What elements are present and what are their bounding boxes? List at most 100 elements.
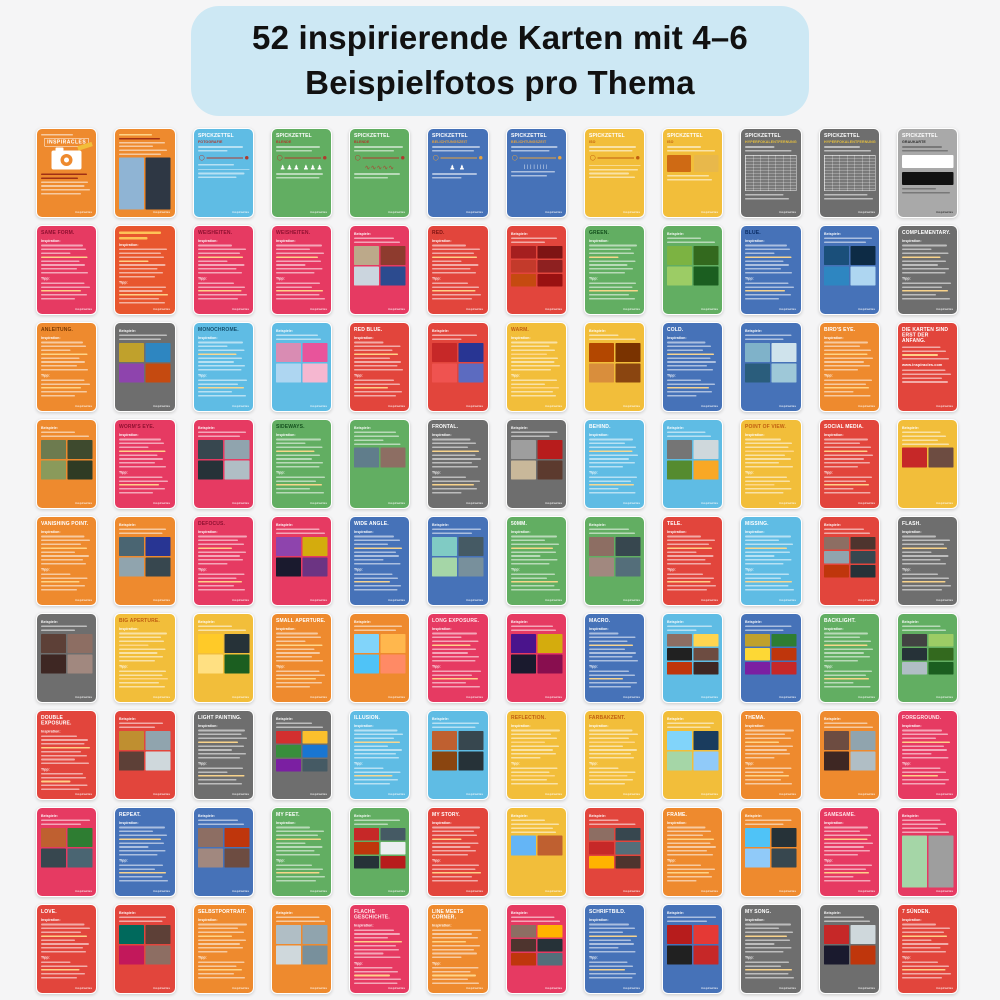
cover-card-1: INSPIRACLES inspiracles	[36, 128, 98, 218]
photo-tile	[510, 439, 536, 459]
text-line	[41, 349, 71, 352]
text-line	[745, 927, 780, 930]
photo-tile	[823, 564, 849, 578]
text-line	[823, 484, 869, 486]
photos-card-81: Beispiele: inspiracles	[662, 710, 724, 800]
section-label-beispiele: Beispiele:	[119, 910, 137, 916]
photo-tile	[302, 758, 327, 772]
brand-wordmark: inspiracles	[857, 696, 875, 699]
text-line	[588, 248, 631, 251]
spickzettel-title: SPICKZETTEL	[745, 133, 782, 139]
text-line	[275, 484, 322, 486]
cheat-card-8: SPICKZETTEL ISO inspiracles	[583, 128, 645, 218]
brand-footer: inspiracles	[276, 792, 327, 796]
text-line	[823, 438, 868, 441]
text-line	[119, 640, 165, 643]
text-line	[197, 435, 240, 438]
photos-card-105: Beispiele: inspiracles	[662, 904, 724, 994]
text-line	[354, 365, 398, 367]
text-line	[119, 826, 166, 829]
text-line	[745, 581, 793, 583]
section-label-beispiele: Beispiele:	[41, 425, 58, 431]
card-illusion: ILLUSION. Inspiration: Tipp: inspiracles	[349, 710, 411, 800]
text-line	[510, 577, 547, 579]
photo-tile	[667, 266, 692, 286]
section-label-inspiration: Inspiration:	[197, 335, 218, 341]
text-line	[275, 920, 325, 923]
photo-tile	[197, 460, 223, 480]
text-line	[275, 872, 320, 874]
text-line	[197, 387, 244, 389]
brand-wordmark: inspiracles	[544, 502, 562, 505]
text-line	[119, 438, 162, 441]
text-line	[588, 767, 619, 769]
card-content: SIDEWAYS. Inspiration: Tipp: inspiracles	[272, 420, 331, 508]
photos-card-17: Beispiele: inspiracles	[349, 225, 411, 315]
photo-tile	[693, 945, 719, 965]
card-weisheiten: WEISHEITEN. Inspiration: Tipp: inspiracles	[270, 225, 332, 315]
text-line	[901, 581, 946, 583]
text-line	[745, 146, 775, 148]
brand-footer: inspiracles	[511, 307, 562, 311]
text-line	[354, 779, 399, 781]
text-line	[197, 345, 228, 348]
text-line	[119, 850, 166, 852]
text-line	[588, 480, 631, 482]
card-title: MY STORY.	[432, 812, 461, 818]
photo-tile	[145, 157, 171, 210]
photo-tile	[536, 924, 562, 938]
text-line	[745, 943, 775, 945]
brand-footer: inspiracles	[824, 889, 875, 893]
text-line	[745, 476, 788, 478]
text-line	[275, 454, 320, 456]
text-line	[901, 439, 938, 442]
card-title: THEMA.	[745, 715, 766, 721]
text-line	[588, 733, 638, 736]
section-label-inspiration: Inspiration:	[275, 238, 296, 244]
text-line	[275, 674, 325, 676]
text-line	[901, 943, 949, 945]
text-line	[901, 585, 951, 587]
card-7-s-nden: 7 SÜNDEN. Inspiration: Tipp: inspiracles	[896, 904, 958, 994]
brand-footer: inspiracles	[119, 986, 170, 990]
brand-wordmark: inspiracles	[74, 405, 93, 408]
line-icon	[519, 157, 556, 159]
photos-card-28: Beispiele: inspiracles	[270, 322, 332, 412]
brand-wordmark: inspiracles	[309, 696, 327, 699]
text-line	[901, 733, 948, 736]
brand-wordmark: inspiracles	[466, 599, 484, 602]
text-line	[588, 745, 623, 747]
brand-wordmark: inspiracles	[387, 696, 406, 699]
text-line	[354, 929, 394, 931]
photo-tile	[119, 342, 145, 362]
text-line	[901, 271, 946, 274]
card-content: MISSING. Inspiration: Tipp: inspiracles	[741, 517, 800, 605]
text-line	[901, 244, 947, 247]
text-line	[354, 588, 398, 591]
card-sideways: SIDEWAYS. Inspiration: Tipp: inspiracles	[270, 419, 332, 509]
text-line	[588, 674, 635, 676]
spickzettel-title: SPICKZETTEL	[432, 133, 469, 139]
text-line	[119, 137, 161, 140]
section-label-beispiele: Beispiele:	[275, 716, 293, 722]
card-light-painting: LIGHT PAINTING. Inspiration: Tipp: inspirac…	[192, 710, 254, 800]
photo-tile	[41, 848, 66, 868]
brand-footer: inspiracles	[511, 501, 562, 505]
card-content: Inspiration: Tipp: inspiracles	[115, 226, 174, 314]
text-line	[901, 297, 950, 300]
card-content: Beispiele: inspiracles	[507, 808, 566, 896]
text-line	[510, 585, 555, 587]
brand-footer: inspiracles	[119, 307, 170, 311]
text-line	[745, 737, 792, 740]
text-line	[510, 365, 560, 367]
text-line	[275, 256, 318, 259]
text-line	[197, 286, 245, 288]
section-label-tipp: Tipp:	[823, 373, 833, 378]
photo-tile	[275, 557, 301, 577]
text-line	[588, 476, 637, 478]
section-label-inspiration: Inspiration:	[901, 917, 922, 923]
text-line	[823, 670, 872, 672]
card-my-story: MY STORY. Inspiration: Tipp: inspiracles	[427, 807, 489, 897]
text-line	[432, 830, 475, 833]
